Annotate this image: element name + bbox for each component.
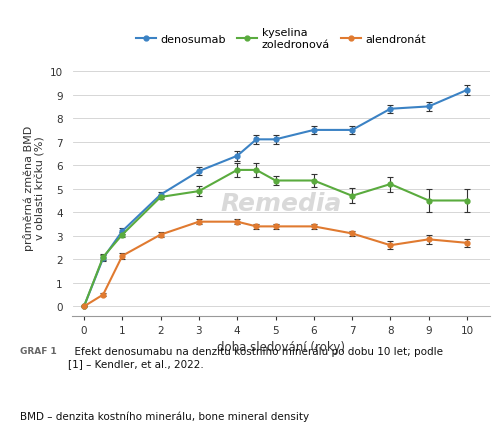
Legend: denosumab, kyselina
zoledronová, alendronát: denosumab, kyselina zoledronová, alendro…: [136, 28, 426, 49]
Text: Remedia: Remedia: [220, 191, 342, 215]
Text: BMD – denzita kostního minerálu, bone mineral density: BMD – denzita kostního minerálu, bone mi…: [20, 411, 309, 421]
X-axis label: doba sledování (roky): doba sledování (roky): [217, 341, 345, 353]
Text: Efekt denosumabu na denzitu kostního minerálu po dobu 10 let; podle
[1] – Kendle: Efekt denosumabu na denzitu kostního min…: [68, 346, 442, 368]
Y-axis label: průměrná změna BMD
v oblasti krčku (%): průměrná změna BMD v oblasti krčku (%): [23, 126, 46, 251]
Text: GRAF 1: GRAF 1: [20, 346, 57, 355]
